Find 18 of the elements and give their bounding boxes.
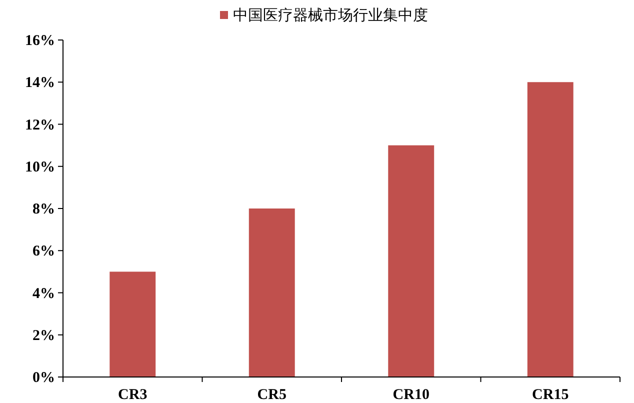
x-tick-label: CR15: [532, 387, 569, 403]
bar: [248, 208, 295, 377]
y-tick-label: 16%: [25, 33, 55, 49]
y-tick-label: 6%: [32, 244, 55, 260]
x-tick-label: CR5: [257, 387, 286, 403]
legend-label: 中国医疗器械市场行业集中度: [233, 7, 428, 24]
y-tick-label: 8%: [32, 202, 55, 218]
bar: [110, 272, 156, 377]
x-tick-label: CR10: [392, 387, 430, 403]
bar: [388, 145, 434, 377]
bar: [527, 82, 574, 377]
y-tick-label: 4%: [32, 286, 55, 302]
y-tick-label: 2%: [32, 328, 55, 344]
y-tick-label: 12%: [25, 117, 55, 134]
y-tick-label: 10%: [25, 159, 55, 176]
y-tick-label: 14%: [25, 75, 55, 92]
x-tick-label: CR3: [118, 387, 148, 403]
y-tick-label: 0%: [32, 370, 55, 386]
